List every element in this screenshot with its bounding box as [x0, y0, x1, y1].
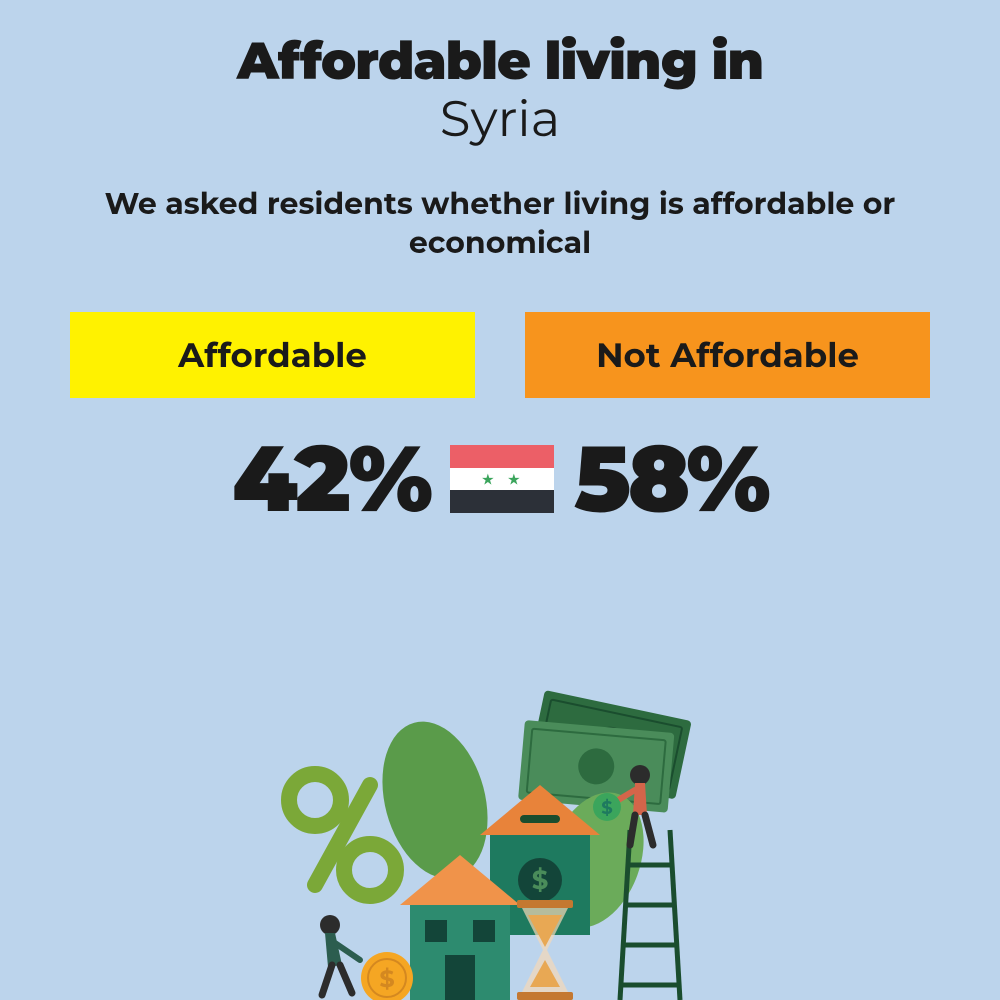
flag-stripe-red — [450, 445, 554, 468]
flag-star-icon: ★ — [481, 470, 494, 489]
stats-row: Affordable Not Affordable — [70, 312, 930, 398]
stat-not-affordable: Not Affordable — [525, 312, 930, 398]
affordable-label: Affordable — [70, 312, 475, 398]
subtitle: We asked residents whether living is aff… — [70, 184, 930, 262]
not-affordable-percent: 58% — [574, 423, 768, 535]
affordable-percent: 42% — [232, 423, 430, 535]
svg-text:$: $ — [379, 965, 394, 994]
ladder-icon — [620, 830, 680, 1000]
stat-affordable: Affordable — [70, 312, 475, 398]
flag-star-icon: ★ — [507, 470, 520, 489]
percent-icon — [289, 774, 396, 896]
person-icon — [320, 915, 360, 995]
title-line2: Syria — [70, 88, 930, 149]
flag-stripe-white: ★ ★ — [450, 468, 554, 491]
syria-flag-icon: ★ ★ — [450, 445, 554, 513]
svg-text:$: $ — [532, 864, 549, 896]
coin-icon: $ — [361, 952, 413, 1000]
svg-text:$: $ — [601, 797, 612, 819]
housing-illustration-icon: $ $ — [225, 680, 775, 1000]
flag-stripe-black — [450, 490, 554, 513]
title-line1: Affordable living in — [70, 30, 930, 93]
percent-row: 42% ★ ★ 58% — [70, 423, 930, 535]
not-affordable-label: Not Affordable — [525, 312, 930, 398]
